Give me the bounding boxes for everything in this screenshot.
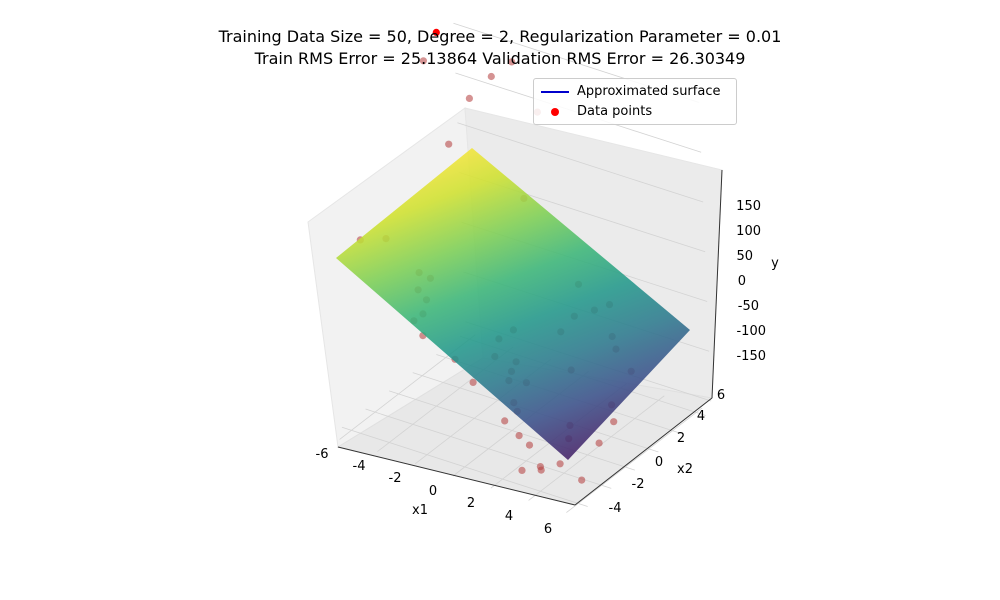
grid-line-x1 — [528, 395, 665, 501]
data-point — [525, 441, 534, 449]
data-point — [515, 432, 523, 440]
x2-tick-label: -2 — [632, 477, 645, 492]
grid-line-x2 — [341, 426, 588, 507]
data-point — [518, 466, 526, 474]
dot-swatch-icon — [551, 108, 559, 116]
x2-tick-label: -4 — [609, 501, 622, 516]
y-tick-label: -100 — [736, 324, 766, 339]
x1-tick-label: 6 — [544, 522, 552, 537]
data-point — [610, 418, 618, 426]
y-tick-label: 0 — [738, 274, 746, 289]
data-point — [465, 94, 473, 102]
x1-tick-label: -6 — [316, 447, 329, 462]
x1-tick-label: 4 — [505, 509, 513, 524]
x1-tick-label: 0 — [429, 484, 437, 499]
y-axis-label: y — [771, 256, 779, 271]
legend-item-surface: Approximated surface — [534, 83, 736, 101]
grid-line-x1 — [566, 407, 703, 513]
data-point — [508, 58, 516, 66]
x2-axis-line — [574, 397, 713, 506]
y-tick-label: -150 — [736, 349, 766, 364]
line-swatch-icon — [541, 91, 569, 93]
y-tick-label: 150 — [736, 199, 761, 214]
data-point — [578, 476, 586, 484]
x2-tick-label: 4 — [697, 409, 705, 424]
x1-axis-label: x1 — [412, 503, 428, 518]
chart-title-line-2: Train RMS Error = 25.13864 Validation RM… — [254, 49, 746, 68]
y-tick-label: 100 — [736, 224, 761, 239]
data-point — [556, 460, 564, 468]
x2-tick-label: 2 — [677, 431, 685, 446]
legend-label: Approximated surface — [577, 84, 721, 99]
y-tick-label: -50 — [738, 299, 759, 314]
x1-axis-line — [337, 446, 576, 506]
data-point — [487, 72, 495, 81]
x2-axis-label: x2 — [677, 462, 693, 477]
approximated-surface — [336, 148, 690, 460]
x2-tick-label: 6 — [717, 388, 725, 403]
data-point — [536, 463, 545, 471]
data-point — [445, 140, 453, 148]
data-point — [501, 417, 509, 425]
legend-item-points: Data points — [534, 103, 736, 121]
data-point — [469, 378, 477, 386]
x1-tick-label: -2 — [389, 471, 402, 486]
data-point — [432, 28, 440, 36]
x1-tick-label: -4 — [353, 459, 366, 474]
chart-title-line-1: Training Data Size = 50, Degree = 2, Reg… — [218, 27, 782, 46]
grid-line-x2 — [365, 408, 612, 489]
legend-label: Data points — [577, 104, 653, 119]
x2-tick-label: 0 — [655, 455, 663, 470]
x1-tick-label: 2 — [467, 496, 475, 511]
legend: Approximated surface Data points — [533, 78, 737, 125]
grid-line-y — [457, 122, 704, 203]
data-point — [419, 57, 427, 65]
grid-line-x2 — [389, 390, 635, 471]
y-tick-label: 50 — [736, 249, 753, 264]
y-axis-line — [711, 169, 723, 399]
data-point — [595, 439, 603, 447]
